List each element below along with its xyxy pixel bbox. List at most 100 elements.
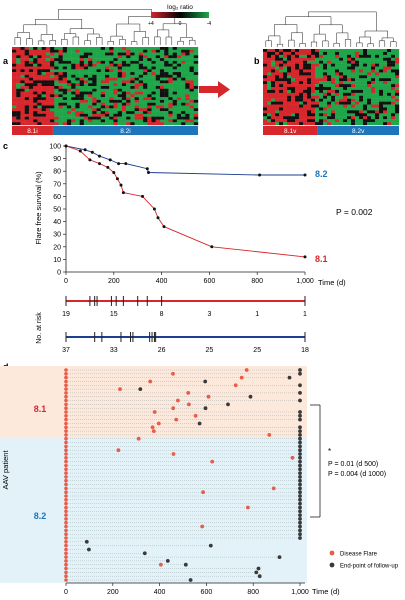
- heatmap-cell: [71, 69, 76, 73]
- heatmap-cell: [339, 107, 344, 111]
- heatmap-cell: [147, 94, 152, 98]
- heatmap-cell: [387, 95, 392, 99]
- heatmap-cell: [62, 119, 68, 123]
- heatmap-cell: [176, 72, 182, 76]
- heatmap-cell: [126, 122, 131, 126]
- heatmap-cell: [62, 58, 68, 62]
- heatmap-cell: [45, 80, 51, 84]
- heatmap-cell: [92, 111, 97, 115]
- heatmap-cell: [33, 66, 38, 70]
- heatmap-cell: [279, 72, 284, 76]
- x-tick-label-d: 400: [154, 589, 166, 596]
- start-marker: [64, 551, 68, 556]
- heatmap-cell: [335, 92, 340, 96]
- heatmap-cell: [117, 49, 123, 53]
- heatmap-a: [12, 47, 199, 126]
- heatmap-cell: [58, 88, 63, 92]
- heatmap-cell: [33, 94, 38, 98]
- heatmap-cell: [83, 86, 89, 89]
- heatmap-cell: [16, 94, 21, 98]
- heatmap-cell: [339, 72, 344, 76]
- heatmap-cell: [319, 107, 324, 111]
- heatmap-cell: [367, 116, 372, 120]
- heatmap-cell: [71, 80, 76, 84]
- heatmap-cell: [371, 63, 376, 67]
- heatmap-cell: [159, 88, 165, 92]
- heatmap-cell: [12, 86, 17, 89]
- heatmap-cell: [375, 89, 380, 94]
- heatmap-cell: [50, 113, 55, 117]
- heatmap-cell: [379, 57, 384, 61]
- heatmap-cell: [159, 47, 165, 50]
- heatmap-cell: [117, 108, 123, 112]
- heatmap-cell: [37, 116, 42, 120]
- heatmap-cell: [117, 94, 123, 98]
- heatmap-cell: [109, 63, 114, 67]
- heatmap-cell: [105, 122, 110, 126]
- heatmap-cell: [159, 60, 165, 64]
- heatmap-cell: [367, 78, 372, 82]
- heatmap-cell: [41, 83, 47, 87]
- endpoint-marker: [87, 547, 91, 552]
- heatmap-cell: [54, 108, 59, 112]
- endpoint-marker: [298, 509, 302, 514]
- start-marker: [64, 536, 68, 540]
- heatmap-cell: [371, 89, 376, 94]
- heatmap-cell: [28, 91, 34, 95]
- heatmap-cell: [181, 77, 186, 81]
- heatmap-cell: [185, 105, 190, 109]
- heatmap-cell: [391, 113, 396, 117]
- heatmap-cell: [12, 102, 17, 106]
- heatmap-cell: [172, 80, 178, 84]
- heatmap-cell: [92, 91, 97, 95]
- heatmap-cell: [109, 113, 114, 117]
- heatmap-cell: [335, 60, 340, 64]
- heatmap-cell: [363, 87, 368, 91]
- heatmap-cell: [343, 63, 348, 67]
- heatmap-cell: [62, 63, 68, 67]
- heatmap-cell: [343, 84, 348, 88]
- heatmap-cell: [323, 101, 328, 105]
- heatmap-cell: [176, 94, 182, 98]
- heatmap-cell: [283, 113, 288, 117]
- heatmap-cell: [143, 80, 148, 84]
- heatmap-cell: [395, 87, 400, 91]
- heatmap-cell: [71, 113, 76, 117]
- heatmap-cell: [351, 113, 356, 117]
- group-label-8-1i: 8.1i: [27, 128, 37, 135]
- group-label-8-2i: 8.2i: [120, 128, 130, 135]
- heatmap-cell: [267, 84, 272, 88]
- heatmap-cell: [193, 47, 199, 50]
- heatmap-cell: [92, 113, 97, 117]
- heatmap-cell: [185, 58, 190, 62]
- heatmap-cell: [71, 111, 76, 115]
- heatmap-cell: [375, 69, 380, 73]
- heatmap-cell: [176, 88, 182, 92]
- heatmap-cell: [105, 55, 110, 59]
- heatmap-cell: [339, 104, 344, 108]
- heatmap-cell: [263, 104, 268, 108]
- heatmap-cell: [83, 52, 89, 56]
- heatmap-cell: [79, 47, 85, 50]
- heatmap-cell: [12, 111, 17, 115]
- start-marker: [64, 417, 68, 422]
- heatmap-cell: [155, 58, 161, 62]
- heatmap-cell: [130, 97, 135, 101]
- heatmap-cell: [37, 88, 42, 92]
- heatmap-cell: [172, 97, 178, 101]
- heatmap-cell: [263, 98, 268, 102]
- heatmap-cell: [172, 99, 178, 103]
- heatmap-cell: [28, 47, 34, 50]
- heatmap-cell: [355, 101, 360, 105]
- heatmap-cell: [75, 49, 80, 53]
- heatmap-cell: [315, 78, 320, 82]
- heatmap-cell: [371, 66, 376, 70]
- heatmap-cell: [387, 78, 392, 82]
- heatmap-cell: [24, 113, 30, 117]
- heatmap-cell: [185, 49, 190, 53]
- heatmap-cell: [20, 63, 25, 67]
- heatmap-cell: [155, 105, 161, 109]
- heatmap-cell: [275, 84, 280, 88]
- heatmap-cell: [189, 77, 194, 81]
- heatmap-cell: [267, 92, 272, 96]
